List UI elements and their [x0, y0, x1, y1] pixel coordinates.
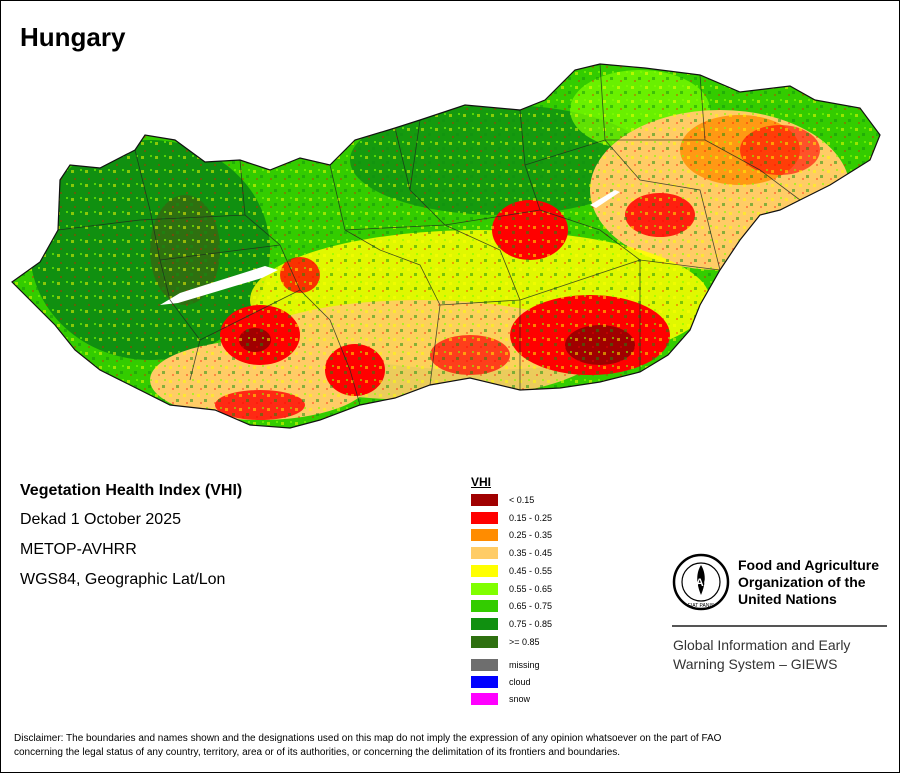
fao-name-line3: United Nations [738, 591, 837, 607]
legend-swatch [471, 494, 498, 506]
legend-label: 0.15 - 0.25 [509, 512, 553, 523]
period-label: Dekad 1 October 2025 [20, 511, 181, 528]
legend-swatch [471, 529, 498, 542]
legend-item-class-4: 0.45 - 0.55 [471, 564, 552, 578]
legend-swatch [471, 511, 498, 524]
legend-label: cloud [509, 677, 531, 687]
legend-label: snow [509, 694, 531, 704]
divider-line [672, 625, 887, 627]
legend-item-class-6: 0.65 - 0.75 [471, 599, 552, 613]
danube-river [590, 190, 620, 208]
fao-name-line1: Food and Agriculture [738, 557, 880, 573]
legend-item-class-2: 0.25 - 0.35 [471, 528, 552, 542]
legend-item-class-0: < 0.15 [471, 493, 534, 507]
legend-label: 0.65 - 0.75 [509, 601, 553, 612]
legend-label: missing [509, 660, 540, 670]
legend-label: 0.55 - 0.65 [509, 583, 553, 594]
index-name: Vegetation Health Index (VHI) [20, 482, 243, 499]
legend-item-special-2: snow [471, 692, 530, 706]
giews-line2: Warning System – GIEWS [673, 656, 838, 672]
legend-item-class-5: 0.55 - 0.65 [471, 582, 552, 596]
legend-swatch [471, 635, 498, 648]
fao-name-line2: Organization of the [738, 574, 866, 590]
legend-title: VHI [471, 475, 492, 489]
legend-label: 0.45 - 0.55 [509, 565, 553, 576]
lake-balaton [160, 266, 278, 305]
disclaimer-line1: Disclaimer: The boundaries and names sho… [14, 733, 722, 744]
legend-swatch [471, 617, 498, 630]
legend-item-class-7: 0.75 - 0.85 [471, 617, 552, 631]
legend-item-class-1: 0.15 - 0.25 [471, 511, 552, 525]
legend-item-class-3: 0.35 - 0.45 [471, 546, 552, 560]
legend-swatch [471, 600, 498, 613]
legend-label: >= 0.85 [509, 636, 540, 647]
giews-line1: Global Information and Early [673, 637, 851, 653]
legend-swatch [471, 582, 498, 595]
legend-swatch [471, 659, 498, 671]
legend-label: 0.35 - 0.45 [509, 548, 553, 559]
disclaimer-line2: concerning the legal status of any count… [14, 747, 621, 758]
fao-logo-motto: FIAT PANIS [688, 603, 715, 609]
legend-swatch [471, 693, 498, 705]
giews-label: Global Information and Early Warning Sys… [673, 636, 850, 674]
legend-label: 0.75 - 0.85 [509, 618, 553, 629]
vhi-speckle-texture [12, 64, 880, 428]
county-boundaries [57, 63, 801, 406]
sensor-label: METOP-AVHRR [20, 541, 137, 558]
hungary-vhi-map [11, 63, 881, 429]
legend-item-special-1: cloud [471, 675, 531, 689]
legend-label: < 0.15 [509, 495, 535, 505]
map-title: Hungary [20, 22, 126, 52]
disclaimer: Disclaimer: The boundaries and names sho… [14, 732, 884, 760]
legend-item-class-8: >= 0.85 [471, 635, 540, 649]
fao-logo: FAO FIAT PANIS [672, 553, 730, 611]
projection-label: WGS84, Geographic Lat/Lon [20, 571, 226, 588]
legend-swatch [471, 676, 498, 688]
legend-item-special-0: missing [471, 658, 540, 672]
legend-label: 0.25 - 0.35 [509, 530, 553, 541]
fao-name: Food and Agriculture Organization of the… [738, 557, 879, 608]
fao-logo-letters: FAO [690, 577, 713, 589]
legend-swatch [471, 564, 498, 577]
legend-swatch [471, 547, 498, 560]
